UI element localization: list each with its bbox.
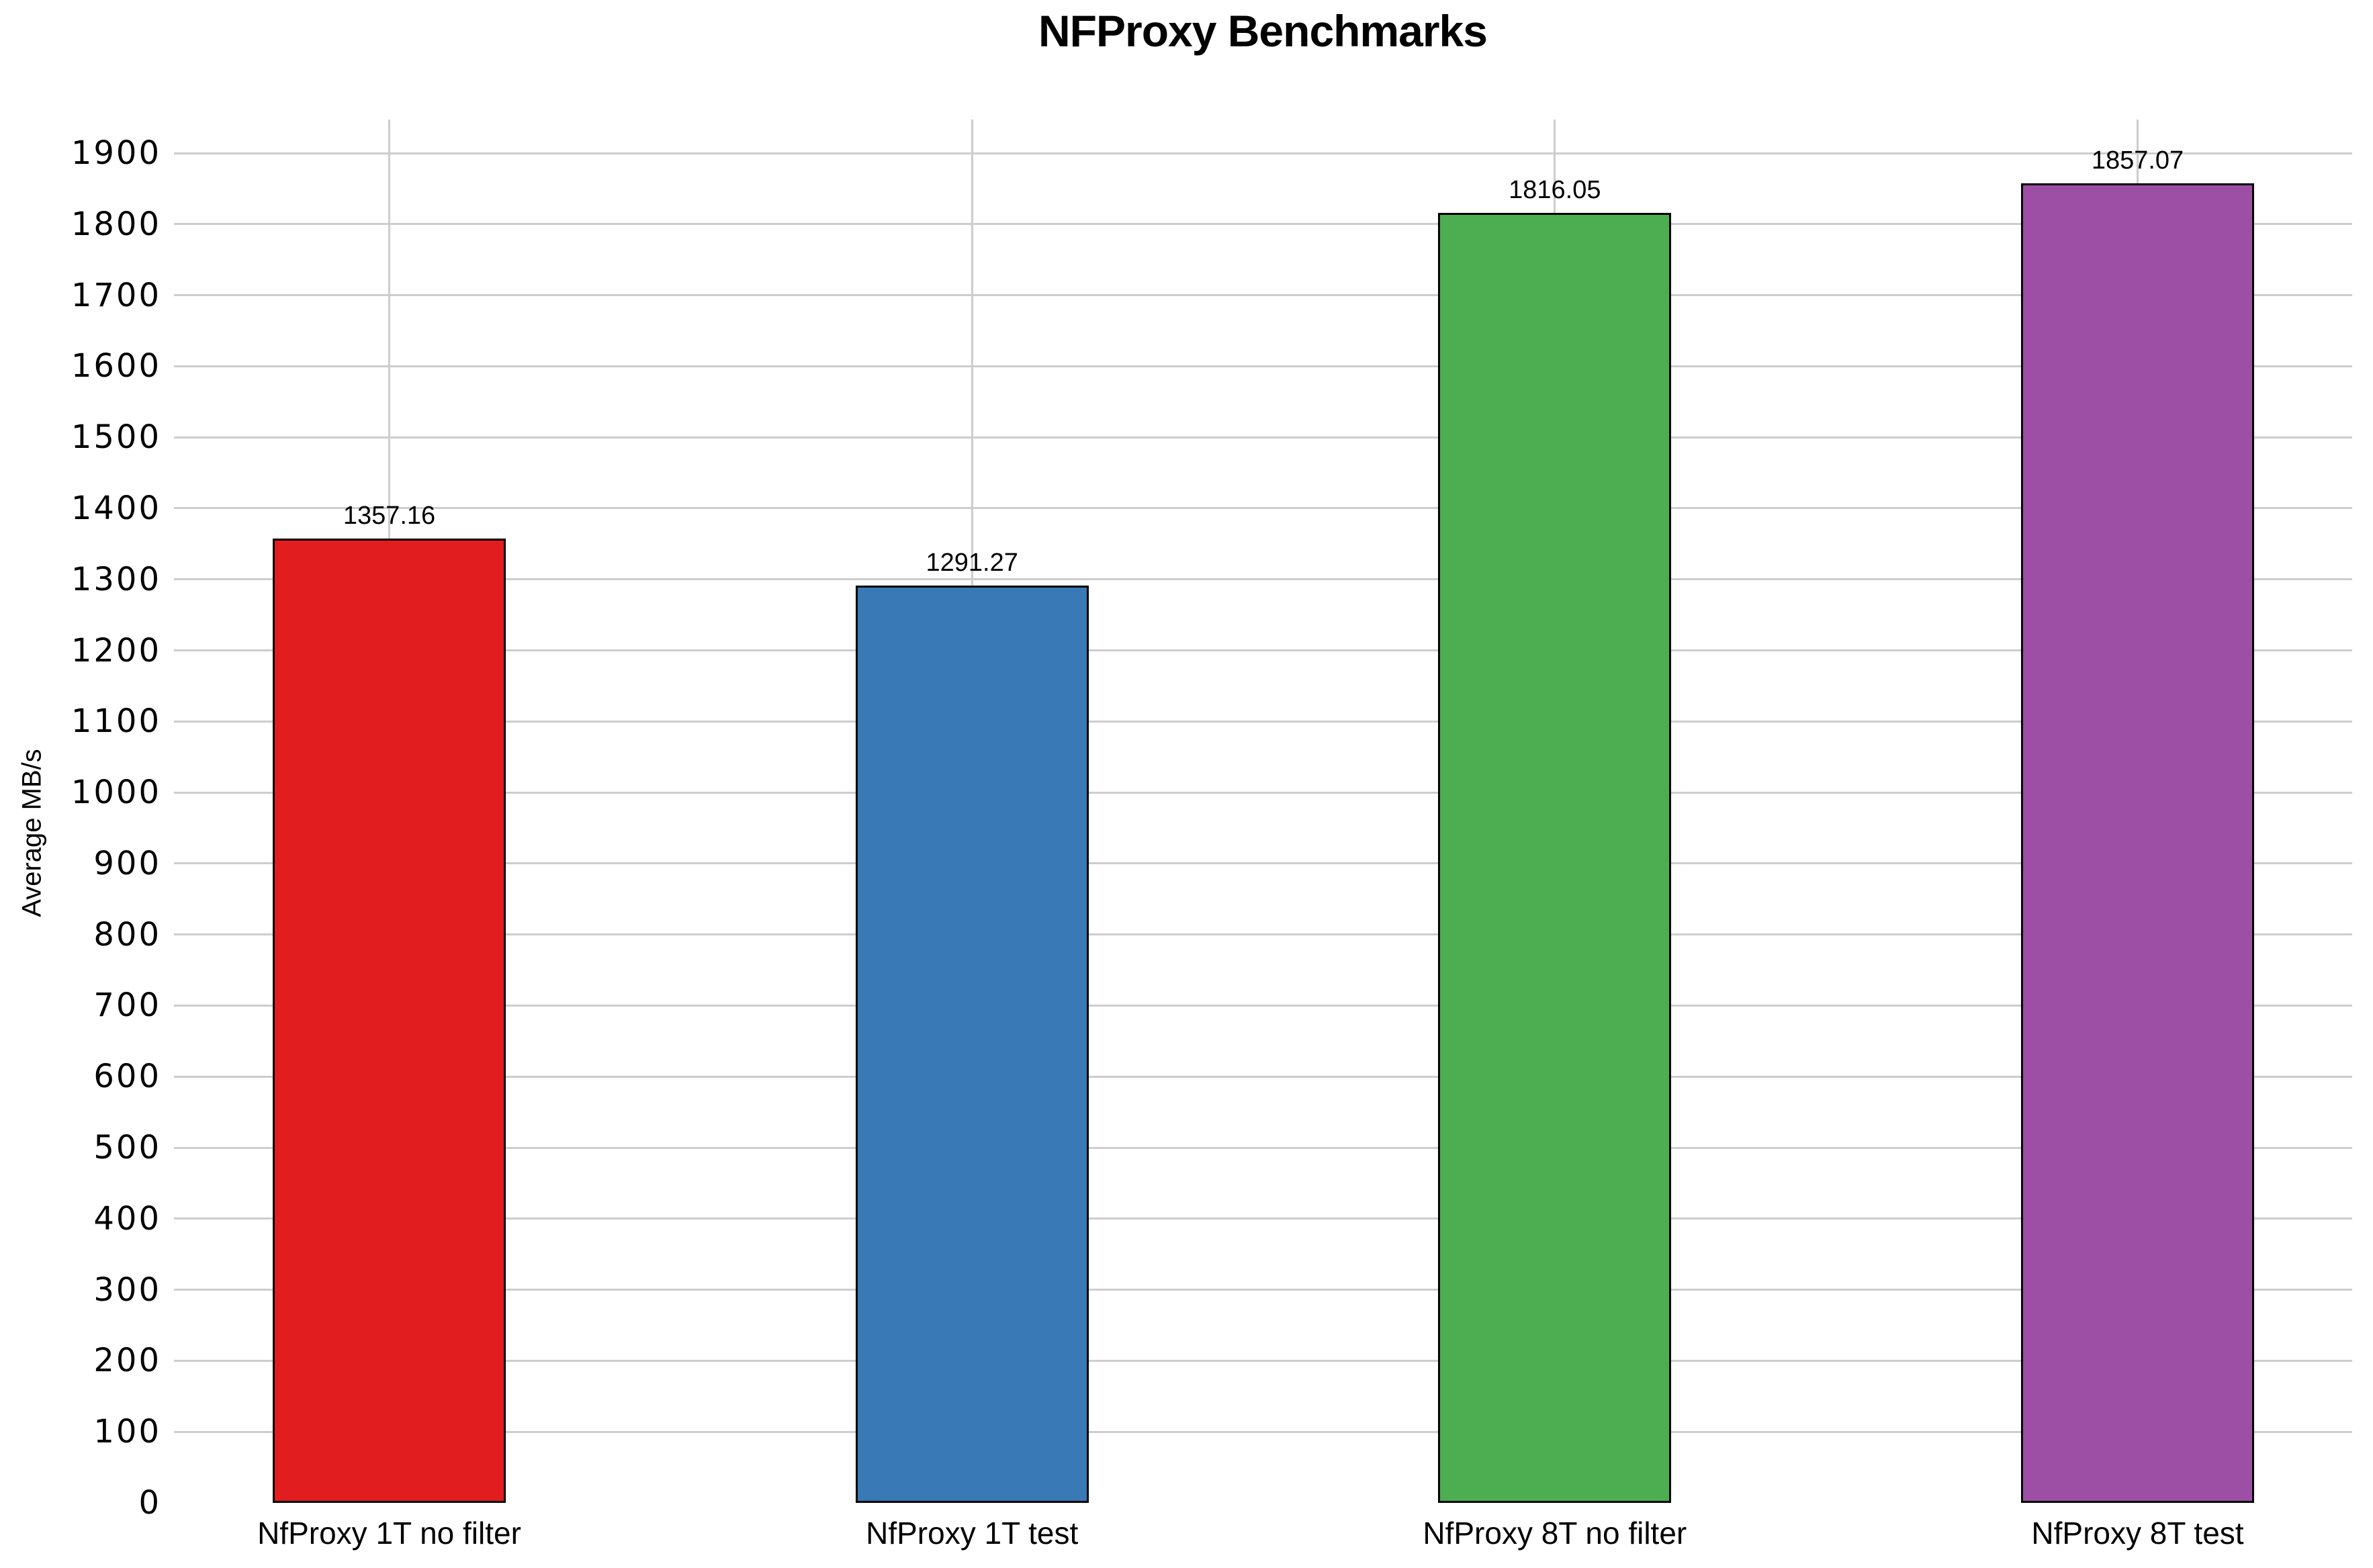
h-gridline-600 xyxy=(174,1075,2352,1078)
y-tick-label-400: 400 xyxy=(93,1199,161,1238)
bar-value-label-nfproxy-1t-test: 1291.27 xyxy=(926,548,1018,577)
bar-value-label-nfproxy-8t-test: 1857.07 xyxy=(2091,146,2184,175)
bar-nfproxy-1t-test xyxy=(855,585,1089,1503)
h-gridline-400 xyxy=(174,1217,2352,1220)
y-tick-label-100: 100 xyxy=(93,1413,161,1451)
y-tick-label-800: 800 xyxy=(93,915,161,954)
y-tick-label-1200: 1200 xyxy=(71,631,161,670)
h-gridline-1000 xyxy=(174,791,2352,794)
chart-title: NFProxy Benchmarks xyxy=(1038,6,1488,56)
y-tick-label-1600: 1600 xyxy=(71,347,161,385)
x-tick-label-nfproxy-8t-no-filter: NfProxy 8T no filter xyxy=(1423,1516,1687,1551)
y-tick-label-1700: 1700 xyxy=(71,276,161,314)
y-tick-label-1400: 1400 xyxy=(71,489,161,527)
y-tick-label-1900: 1900 xyxy=(71,134,161,172)
h-gridline-1300 xyxy=(174,578,2352,581)
y-tick-label-1100: 1100 xyxy=(71,702,161,741)
h-gridline-700 xyxy=(174,1004,2352,1007)
y-tick-label-1800: 1800 xyxy=(71,205,161,243)
x-tick-label-nfproxy-1t-test: NfProxy 1T test xyxy=(866,1516,1079,1551)
h-gridline-900 xyxy=(174,862,2352,865)
bar-value-label-nfproxy-8t-no-filter: 1816.05 xyxy=(1509,175,1601,204)
bar-nfproxy-1t-no-filter xyxy=(273,539,506,1503)
y-tick-label-500: 500 xyxy=(93,1129,161,1167)
y-tick-label-0: 0 xyxy=(138,1484,161,1522)
bar-nfproxy-8t-no-filter xyxy=(1438,212,1672,1503)
h-gridline-100 xyxy=(174,1430,2352,1433)
y-tick-label-700: 700 xyxy=(93,986,161,1025)
plot-area: 1357.16 1291.27 1816.05 1857.07 xyxy=(174,120,2352,1503)
h-gridline-1700 xyxy=(174,294,2352,297)
h-gridline-200 xyxy=(174,1359,2352,1362)
h-gridline-500 xyxy=(174,1146,2352,1149)
y-tick-label-1500: 1500 xyxy=(71,418,161,457)
h-gridline-1600 xyxy=(174,365,2352,367)
h-gridline-1200 xyxy=(174,649,2352,652)
bar-nfproxy-8t-test xyxy=(2021,183,2254,1503)
h-gridline-300 xyxy=(174,1289,2352,1291)
h-gridline-800 xyxy=(174,933,2352,936)
h-gridline-1500 xyxy=(174,436,2352,439)
y-tick-label-1000: 1000 xyxy=(71,774,161,812)
bar-value-label-nfproxy-1t-no-filter: 1357.16 xyxy=(343,502,436,531)
x-tick-label-nfproxy-8t-test: NfProxy 8T test xyxy=(2031,1516,2244,1551)
y-tick-label-900: 900 xyxy=(93,844,161,882)
y-tick-label-300: 300 xyxy=(93,1271,161,1309)
y-tick-label-600: 600 xyxy=(93,1058,161,1096)
y-tick-label-1300: 1300 xyxy=(71,560,161,598)
h-gridline-1900 xyxy=(174,152,2352,154)
x-tick-label-nfproxy-1t-no-filter: NfProxy 1T no filter xyxy=(257,1516,521,1551)
y-tick-label-200: 200 xyxy=(93,1342,161,1380)
h-gridline-1400 xyxy=(174,507,2352,510)
h-gridline-1100 xyxy=(174,720,2352,723)
h-gridline-1800 xyxy=(174,223,2352,226)
